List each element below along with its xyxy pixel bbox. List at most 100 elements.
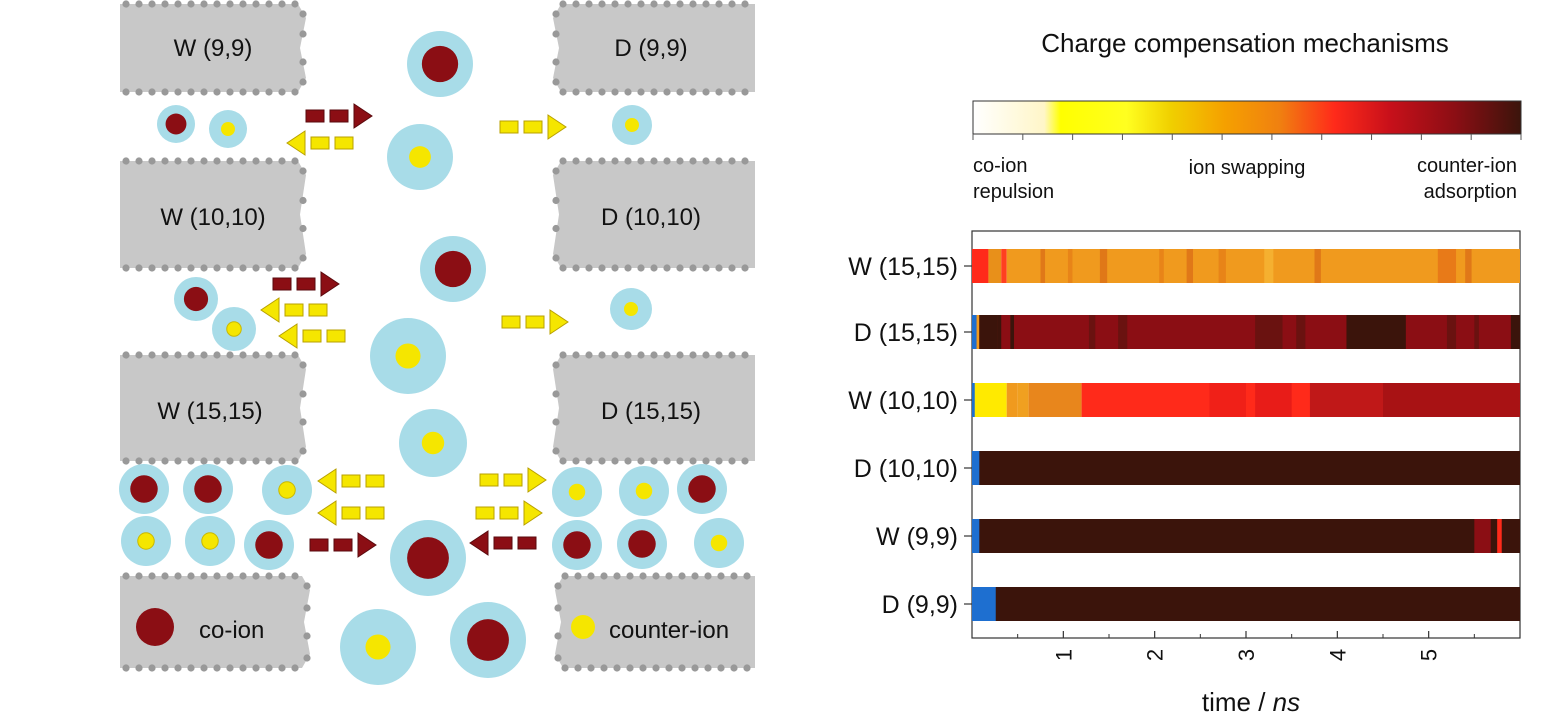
slab-label-d99: D (9,9)	[614, 35, 687, 62]
slab-legend-left-beads	[122, 572, 311, 672]
surface-atom	[624, 157, 632, 165]
surface-atom	[161, 0, 169, 8]
timeline-segment	[1118, 315, 1128, 349]
surface-atom	[239, 351, 247, 359]
surface-atom	[200, 664, 208, 672]
counterion-core	[710, 534, 728, 552]
timeline-segment	[997, 315, 1002, 349]
surface-atom	[187, 664, 195, 672]
surface-atom	[650, 351, 658, 359]
counterion	[399, 409, 467, 477]
surface-atom	[299, 418, 307, 426]
arrow-dash	[284, 303, 304, 317]
timeline-segment	[972, 249, 989, 283]
surface-atom	[552, 167, 560, 175]
surface-atom	[552, 390, 560, 398]
surface-atom	[299, 58, 307, 66]
counterion	[619, 466, 669, 516]
slab-legend-right-beads	[554, 572, 751, 672]
surface-atom	[226, 157, 234, 165]
dark-arrow-left	[469, 530, 537, 556]
coion	[119, 464, 169, 514]
timeline-row-2	[972, 315, 1520, 349]
timeline-segment	[1099, 249, 1108, 283]
surface-atom	[303, 582, 311, 590]
surface-atom	[574, 572, 582, 580]
surface-atom	[637, 88, 645, 96]
counterion-legend-icon	[571, 615, 595, 639]
arrow-head	[278, 323, 298, 349]
timeline-segment	[1010, 315, 1015, 349]
colorbar	[972, 100, 1522, 135]
surface-atom	[174, 664, 182, 672]
surface-atom	[585, 0, 593, 8]
surface-atom	[717, 664, 725, 672]
surface-atom	[291, 88, 299, 96]
surface-atom	[278, 572, 286, 580]
surface-atom	[715, 351, 723, 359]
surface-atom	[278, 457, 286, 465]
surface-atom	[213, 351, 221, 359]
surface-atom	[552, 254, 560, 262]
slab-d99-beads	[552, 0, 749, 96]
yellow-arrow-right	[501, 309, 569, 335]
timeline-segment	[972, 587, 996, 621]
timeline-segment	[1497, 519, 1502, 553]
surface-atom	[572, 88, 580, 96]
coion-core	[407, 537, 449, 579]
timeline-segment	[972, 383, 975, 417]
arrow-head	[317, 500, 337, 526]
timeline-segment	[1437, 249, 1457, 283]
surface-atom	[135, 351, 143, 359]
timeline-segment	[972, 383, 1007, 417]
timeline-segment	[972, 451, 1520, 485]
coion-core	[563, 531, 591, 559]
yellow-arrow-left	[317, 468, 385, 494]
ions	[119, 31, 744, 685]
surface-atom	[559, 264, 567, 272]
timeline-segment	[1006, 249, 1520, 283]
arrow-dash	[479, 473, 499, 487]
surface-atom	[161, 264, 169, 272]
surface-atom	[741, 88, 749, 96]
surface-atom	[148, 88, 156, 96]
yellow-arrow-left	[260, 297, 328, 323]
row-label: D (10,10)	[854, 455, 958, 483]
counterion	[612, 105, 652, 145]
surface-atom	[291, 264, 299, 272]
arrow-head	[286, 130, 306, 156]
surface-atom	[600, 664, 608, 672]
surface-atom	[187, 0, 195, 8]
surface-atom	[252, 264, 260, 272]
surface-atom	[611, 264, 619, 272]
surface-atom	[122, 157, 130, 165]
surface-atom	[148, 664, 156, 672]
surface-atom	[743, 572, 751, 580]
surface-atom	[624, 0, 632, 8]
surface-atom	[213, 0, 221, 8]
surface-atom	[598, 457, 606, 465]
surface-atom	[174, 88, 182, 96]
row-labels: W (15,15) D (15,15) W (10,10) D (10,10) W (9…	[848, 253, 972, 619]
x-tick-label: 1	[1051, 649, 1076, 661]
surface-atom	[226, 664, 234, 672]
surface-atom	[122, 0, 130, 8]
surface-atom	[572, 351, 580, 359]
surface-atom	[689, 157, 697, 165]
timeline-segment	[1383, 383, 1520, 417]
slab-label-d1010: D (10,10)	[601, 204, 701, 231]
surface-atom	[135, 0, 143, 8]
surface-atom	[728, 0, 736, 8]
slab-w1515	[120, 351, 307, 465]
slab-d99	[552, 0, 755, 96]
counterion-legend-label: counter-ion	[609, 617, 729, 644]
coion-core	[165, 113, 187, 135]
surface-atom	[226, 0, 234, 8]
slab-d1010	[552, 157, 755, 272]
surface-atom	[278, 351, 286, 359]
arrow-dash	[302, 329, 322, 343]
counterion-core	[365, 634, 391, 660]
surface-atom	[226, 264, 234, 272]
surface-atom	[728, 88, 736, 96]
surface-atom	[728, 264, 736, 272]
